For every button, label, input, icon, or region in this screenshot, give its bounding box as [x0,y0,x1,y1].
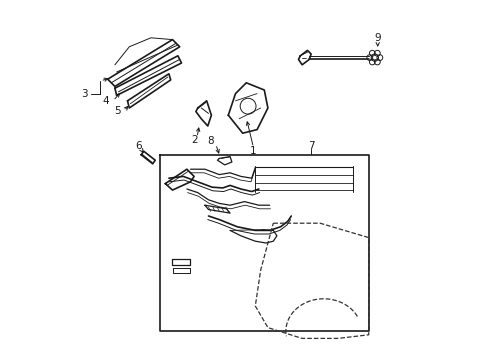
Text: 9: 9 [374,33,380,43]
Text: 2: 2 [190,135,197,145]
Text: 1: 1 [250,146,256,156]
Text: 3: 3 [81,89,87,99]
Text: 8: 8 [206,136,213,146]
Text: 4: 4 [102,96,109,106]
Text: 5: 5 [114,106,121,116]
Text: 7: 7 [307,141,314,151]
Text: 6: 6 [135,141,142,151]
